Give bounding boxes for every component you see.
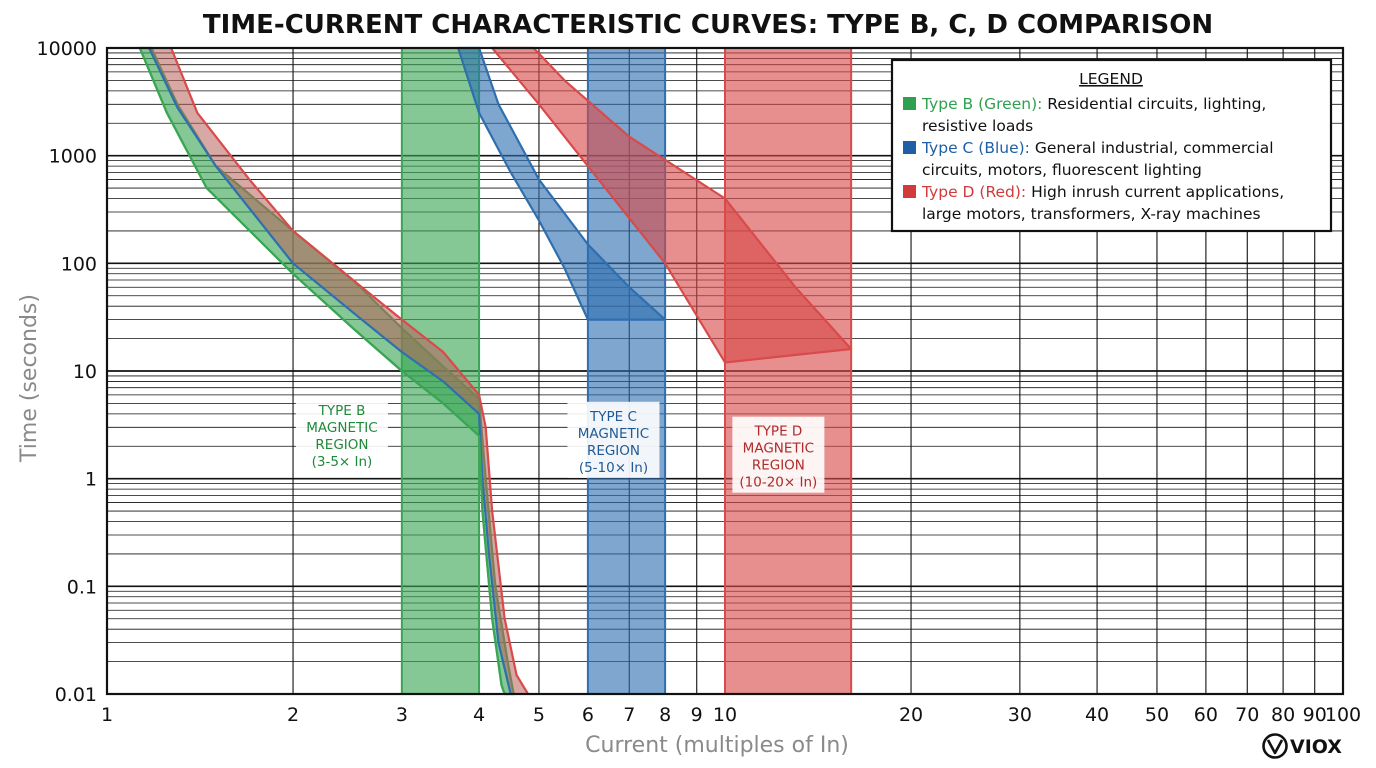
x-tick-label: 60 <box>1194 704 1218 726</box>
annotation-line: REGION <box>752 458 805 474</box>
legend-desc2-type-c: circuits, motors, fluorescent lighting <box>922 161 1202 179</box>
y-axis-label: Time (seconds) <box>17 294 42 463</box>
x-tick-label: 8 <box>659 704 671 726</box>
annotation-line: REGION <box>315 437 368 453</box>
legend-title: LEGEND <box>1079 70 1143 88</box>
annotation-background <box>567 401 660 478</box>
common-curve-upper-edge <box>170 47 529 695</box>
type-c-curve-band <box>457 46 667 321</box>
legend-entry-type-c: Type C (Blue): General industrial, comme… <box>921 139 1274 157</box>
series-layer <box>138 46 853 696</box>
x-tick-label: 40 <box>1085 704 1109 726</box>
legend-desc-type-b: Residential circuits, lighting, <box>1042 95 1266 113</box>
x-tick-label: 9 <box>691 704 703 726</box>
legend-box <box>890 58 1333 233</box>
annotation-line: MAGNETIC <box>306 420 377 436</box>
legend-swatch-type-d <box>903 185 916 198</box>
legend-desc2-type-b: resistive loads <box>922 117 1033 135</box>
legend-entry-type-d: Type D (Red): High inrush current applic… <box>921 183 1284 201</box>
common-curve-lower-edge <box>148 47 512 695</box>
legend-key-type-b: Type B (Green): <box>921 95 1042 113</box>
y-tick-label: 0.1 <box>67 576 97 598</box>
y-tick-label: 10000 <box>37 38 97 60</box>
common-thermal-band <box>149 48 529 694</box>
x-tick-label: 6 <box>582 704 594 726</box>
x-tick-label: 2 <box>287 704 299 726</box>
x-tick-label: 70 <box>1235 704 1259 726</box>
type-b-curve-edge <box>138 47 506 695</box>
annotation-line: MAGNETIC <box>578 426 649 442</box>
x-tick-label: 90 <box>1303 704 1327 726</box>
y-tick-label: 100 <box>61 253 97 275</box>
annotation-line: REGION <box>587 443 640 459</box>
annotation-background <box>732 416 825 493</box>
legend-desc-type-d: High inrush current applications, <box>1026 183 1284 201</box>
legend-entry-type-b: Type B (Green): Residential circuits, li… <box>921 95 1266 113</box>
y-tick-label: 1 <box>85 469 97 491</box>
x-tick-label: 1 <box>101 704 113 726</box>
annotation-background <box>295 395 388 472</box>
x-tick-label: 10 <box>713 704 737 726</box>
viox-logo-icon <box>1262 733 1288 759</box>
legend-swatch-type-b <box>903 97 916 110</box>
brand-logo: VIOX <box>1262 733 1342 759</box>
annotation-line: (10-20× In) <box>739 475 817 491</box>
type-d-curve-band <box>491 46 853 364</box>
type-d-magnetic-region <box>724 47 853 695</box>
plot-frame <box>105 46 1345 696</box>
brand-name: VIOX <box>1290 736 1342 758</box>
legend-key-type-c: Type C (Blue): <box>921 139 1030 157</box>
legend: LEGEND Type B (Green): Residential circu… <box>890 58 1333 233</box>
chart-title: TIME-CURRENT CHARACTERISTIC CURVES: TYPE… <box>203 10 1213 40</box>
annotation-line: TYPE D <box>753 424 802 440</box>
x-tick-label: 7 <box>623 704 635 726</box>
tick-labels: 1 2 3 4 5 6 7 8 9 10 20 30 40 50 60 70 80 901000.010.1110… <box>37 38 1362 726</box>
x-tick-label: 4 <box>473 704 485 726</box>
annotation-line: (3-5× In) <box>312 454 373 470</box>
legend-key-type-d: Type D (Red): <box>921 183 1026 201</box>
y-tick-label: 0.01 <box>55 684 97 706</box>
x-tick-label: 50 <box>1145 704 1169 726</box>
x-tick-label: 3 <box>396 704 408 726</box>
x-axis-label: Current (multiples of In) <box>585 733 849 758</box>
x-tick-label: 100 <box>1325 704 1361 726</box>
legend-swatch-type-c <box>903 141 916 154</box>
y-tick-label: 10 <box>73 361 97 383</box>
legend-desc-type-c: General industrial, commercial <box>1030 139 1274 157</box>
annotation-line: TYPE C <box>589 409 637 425</box>
x-tick-label: 80 <box>1271 704 1295 726</box>
y-tick-label: 1000 <box>49 146 97 168</box>
x-tick-label: 20 <box>899 704 923 726</box>
annotation-line: TYPE B <box>318 403 366 419</box>
x-tick-label: 30 <box>1008 704 1032 726</box>
annotation-line: MAGNETIC <box>743 441 814 457</box>
annotation-line: (5-10× In) <box>579 460 648 476</box>
legend-desc2-type-d: large motors, transformers, X-ray machin… <box>922 205 1261 223</box>
x-tick-label: 5 <box>533 704 545 726</box>
